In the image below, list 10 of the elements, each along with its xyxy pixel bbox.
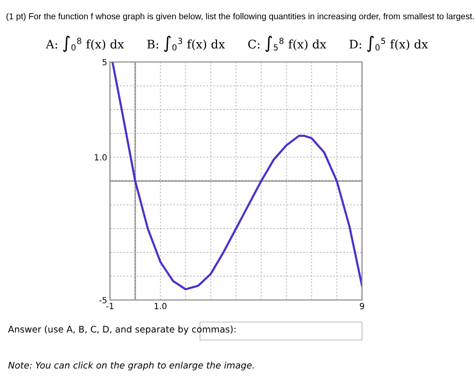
x-tick-label: -1	[106, 303, 114, 310]
x-tick-label: 1.0	[154, 302, 166, 310]
y-tick-label: 1.0	[94, 154, 107, 160]
y-tick-label: 5	[102, 59, 106, 66]
text: Note: You can click on the graph to enlarge the image.	[8, 362, 254, 370]
text: A: ∫$_{0}$$^{8}$ f(x) dx B: ∫$_{0}$$^{3}$ f(x) dx C: ∫$_{5}$$^{8}$ f(x) dx D: ∫$_{0}$$^{5}$ f(x) dx	[46, 36, 428, 52]
y-tick-label: -5	[99, 297, 106, 304]
text: Answer (use A, B, C, D, and separate by commas):	[8, 326, 236, 334]
chart-title: (1 pt) For the function f whose graph is given below, list the following quantities in increasing order, from smallest to largest.	[6, 12, 474, 22]
x-tick-label: 9	[360, 302, 364, 310]
